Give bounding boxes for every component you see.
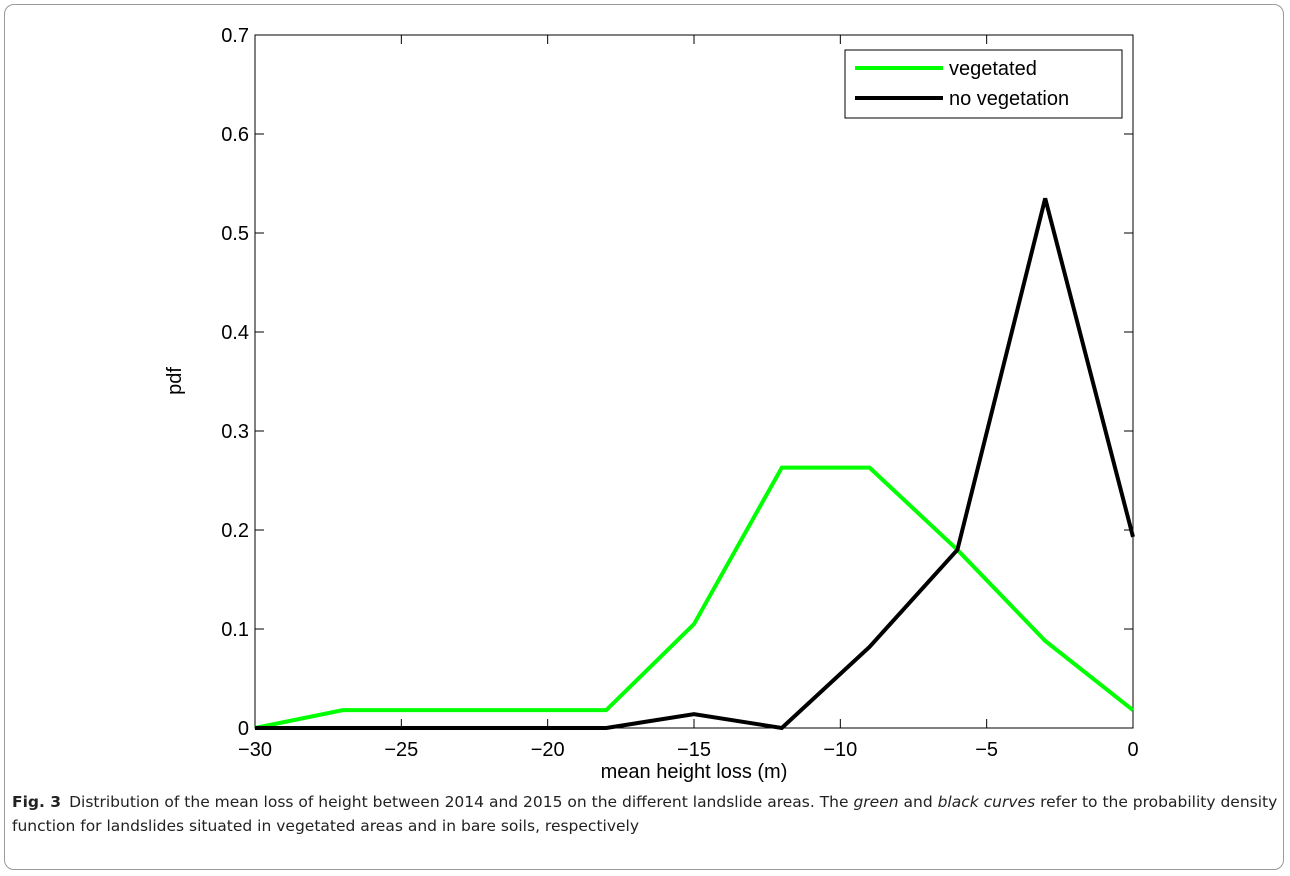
caption-text: Distribution of the mean loss of height … <box>69 793 854 811</box>
x-tick-label: 0 <box>1127 739 1138 761</box>
figure-frame <box>4 4 1284 870</box>
caption-text: and <box>898 793 938 811</box>
legend-box <box>844 49 1123 119</box>
series-line <box>254 465 1135 730</box>
y-tick-label: 0.6 <box>221 124 249 146</box>
legend-label: no vegetation <box>949 88 1069 110</box>
chart: mean height loss (m) pdf −30 −25 −20 −15 −10… <box>164 25 1139 783</box>
y-tick-label: 0.2 <box>221 520 249 542</box>
y-tick-label: 0.3 <box>221 421 249 443</box>
y-tick-label: 0.7 <box>221 25 249 47</box>
caption-emph: green <box>853 793 899 811</box>
x-tick-label: −5 <box>975 739 998 761</box>
x-tick-label: −30 <box>238 739 272 761</box>
caption: Fig. 3 Distribution of the mean loss of h… <box>12 790 1280 838</box>
y-axis-label: pdf <box>164 367 186 395</box>
x-tick-label: −25 <box>384 739 418 761</box>
series-line <box>255 197 1135 731</box>
y-tick-label: 0.5 <box>221 223 249 245</box>
y-tick-label: 0.1 <box>221 619 249 641</box>
y-tick-label: 0 <box>238 718 249 740</box>
x-tick-label: −20 <box>531 739 565 761</box>
x-axis-label: mean height loss (m) <box>601 761 788 783</box>
caption-label: Fig. 3 <box>12 793 62 811</box>
y-tick-label: 0.4 <box>221 322 249 344</box>
caption-emph: black curves <box>937 793 1036 811</box>
caption-text: refer to the probability density functio… <box>12 793 1278 835</box>
legend-label: vegetated <box>949 58 1037 80</box>
x-tick-label: −10 <box>823 739 857 761</box>
x-tick-label: −15 <box>677 739 711 761</box>
